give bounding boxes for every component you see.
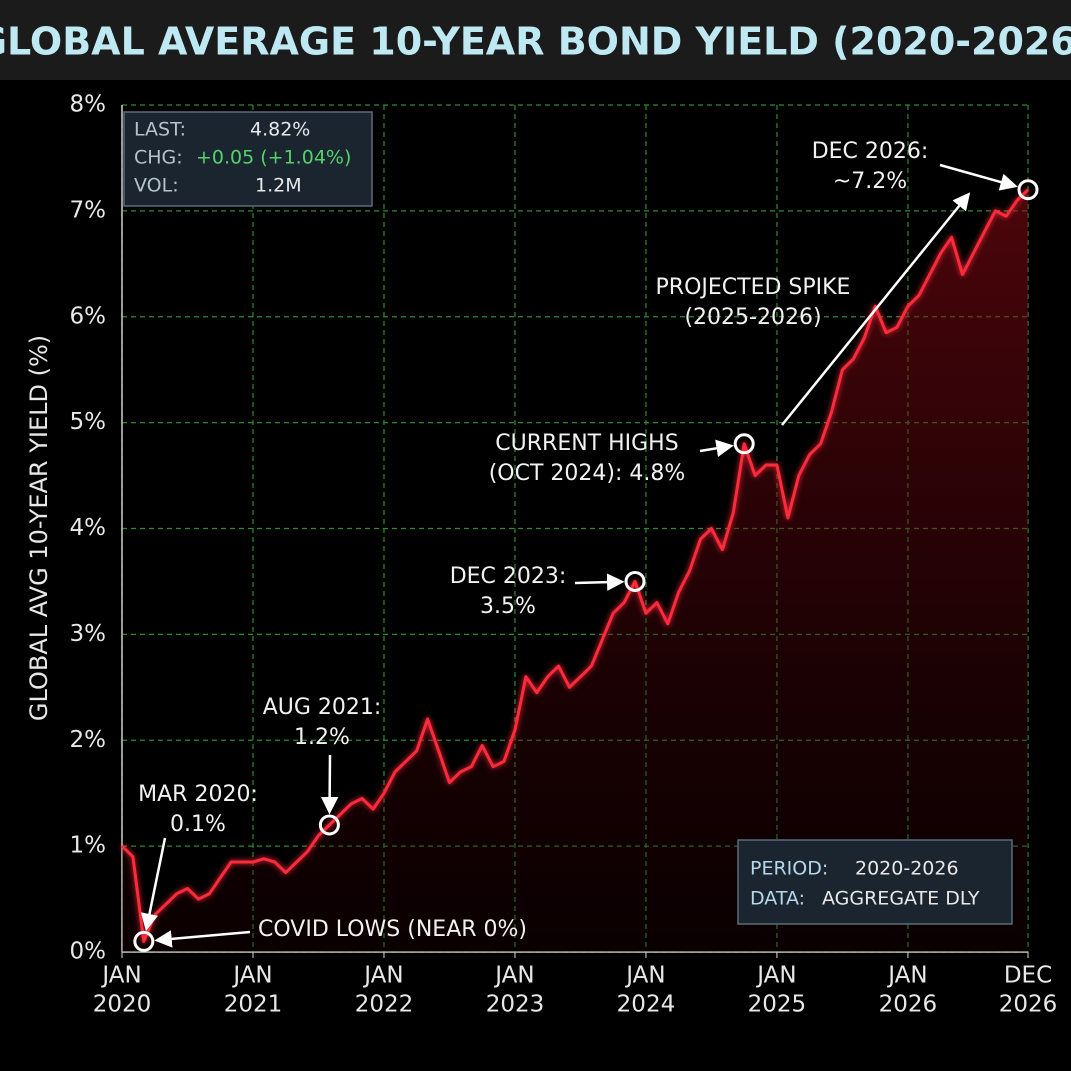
annotation-text: 1.2% <box>294 725 350 750</box>
annotation-arrow <box>939 163 1018 191</box>
point-marker <box>133 930 155 952</box>
point-marker <box>624 570 646 592</box>
period-label: DATA: <box>750 888 805 910</box>
x-tick-label: 2026 <box>999 992 1058 1018</box>
annotation-arrow <box>699 439 734 457</box>
x-tick-label: JAN <box>100 963 141 989</box>
x-tick-label: JAN <box>493 963 534 989</box>
info-value: 4.82% <box>250 119 310 141</box>
area <box>122 189 1028 952</box>
annotation-text: 3.5% <box>480 594 536 619</box>
y-tick-label: 1% <box>70 833 107 859</box>
annotation-text: MAR 2020: <box>138 782 258 807</box>
annotation-text: DEC 2026: <box>812 139 929 164</box>
annotation-text: PROJECTED SPIKE <box>656 275 851 300</box>
x-tick-label: 2022 <box>355 992 414 1018</box>
info-label: CHG: <box>134 147 183 169</box>
x-tick-label: DEC <box>1004 963 1052 989</box>
y-tick-label: 8% <box>70 92 107 118</box>
y-tick-label: 5% <box>70 409 107 435</box>
x-tick-label: 2021 <box>224 992 283 1018</box>
period-value: AGGREGATE DLY <box>822 888 980 910</box>
y-tick-label: 7% <box>70 197 107 223</box>
x-tick-label: 2025 <box>748 992 807 1018</box>
y-axis-label: GLOBAL AVG 10-YEAR YIELD (%) <box>25 335 53 721</box>
info-box: LAST: 4.82% CHG: +0.05 (+1.04%) VOL: 1.2… <box>123 111 373 207</box>
title-band <box>0 0 1071 80</box>
info-label: LAST: <box>134 119 186 141</box>
x-tick-label: JAN <box>886 963 927 989</box>
annotation-text: DEC 2023: <box>450 564 567 589</box>
y-tick-label: 6% <box>70 303 107 329</box>
period-box-bg <box>737 839 1013 925</box>
y-tick-label: 4% <box>70 515 107 541</box>
annotation-text: CURRENT HIGHS <box>495 431 678 456</box>
annotation-text: (2025-2026) <box>684 305 821 330</box>
annotation-arrow <box>574 573 625 591</box>
point-marker <box>733 433 755 455</box>
annotation-arrow <box>154 930 251 948</box>
annotation-text: (OCT 2024): 4.8% <box>489 461 686 486</box>
plot <box>120 188 1030 952</box>
period-label: PERIOD: <box>750 858 828 880</box>
y-tick-label: 2% <box>70 727 107 753</box>
annotation-arrow <box>781 192 971 426</box>
annotation-arrow <box>140 837 167 932</box>
y-tick-label: 0% <box>70 939 107 965</box>
chart-title: GLOBAL AVERAGE 10-YEAR BOND YIELD (2020-… <box>0 20 1071 64</box>
period-value: 2020-2026 <box>855 858 959 880</box>
point-marker <box>318 814 340 836</box>
x-tick-label: JAN <box>362 963 403 989</box>
info-label: VOL: <box>134 175 179 197</box>
info-box-bg <box>123 111 373 207</box>
info-value: +0.05 (+1.04%) <box>196 147 351 169</box>
annotation-text: 0.1% <box>170 812 226 837</box>
grid: 0% 1% 2% 3% 4% 5% 6% 7% 8% JAN 2020 JAN 2021 JAN 2022 J… <box>70 92 1058 1018</box>
info-value: 1.2M <box>255 175 302 197</box>
x-tick-label: JAN <box>755 963 796 989</box>
period-box: PERIOD: 2020-2026 DATA: AGGREGATE DLY <box>737 839 1013 925</box>
x-tick-label: JAN <box>624 963 665 989</box>
y-tick-label: 3% <box>70 621 107 647</box>
x-tick-label: JAN <box>231 963 272 989</box>
x-tick-label: 2020 <box>93 992 152 1018</box>
line <box>120 188 1030 943</box>
x-tick-label: 2024 <box>617 992 676 1018</box>
annotation-text: COVID LOWS (NEAR 0%) <box>258 917 527 942</box>
annotation-text: ~7.2% <box>833 169 907 194</box>
point-marker <box>1017 179 1039 201</box>
x-tick-label: 2026 <box>879 992 938 1018</box>
annotation-text: AUG 2021: <box>263 695 382 720</box>
annotations: MAR 2020: 0.1% COVID LOWS (NEAR 0%) AUG 202… <box>133 139 1039 952</box>
x-tick-label: 2023 <box>486 992 545 1018</box>
